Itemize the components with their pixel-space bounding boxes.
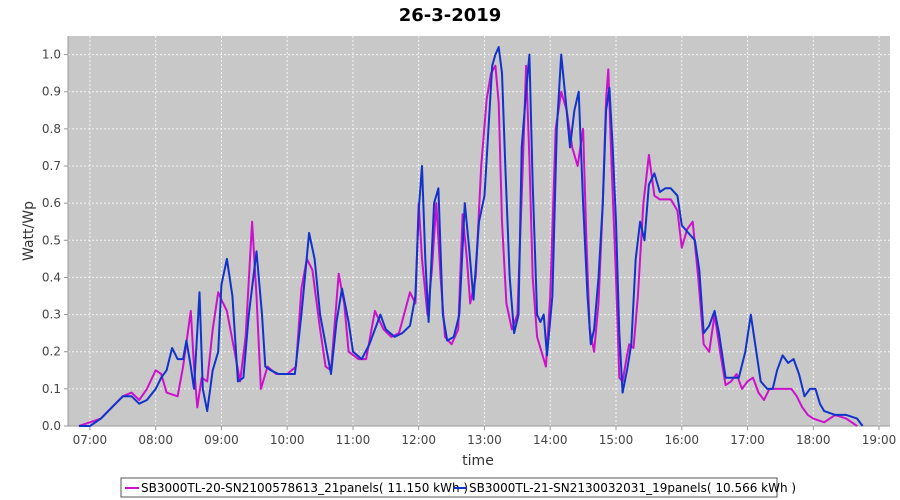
y-tick-label: 0.9	[42, 85, 61, 99]
x-tick-label: 09:00	[204, 433, 239, 447]
x-tick-label: 17:00	[730, 433, 765, 447]
y-tick-label: 0.8	[42, 122, 61, 136]
y-axis-ticks: 0.0 0.1 0.2 0.3 0.4 0.5 0.6 0.7 0.8 0.9 1.0	[42, 48, 68, 433]
y-tick-label: 0.2	[42, 345, 61, 359]
x-tick-label: 18:00	[796, 433, 831, 447]
grid-lines	[68, 36, 890, 427]
legend-label-series-2: SB3000TL-21-SN2130032031_19panels( 10.56…	[469, 481, 796, 495]
x-tick-label: 13:00	[467, 433, 502, 447]
x-tick-label: 12:00	[401, 433, 436, 447]
y-tick-label: 0.4	[42, 270, 61, 284]
axes	[67, 36, 890, 427]
x-tick-label: 15:00	[599, 433, 634, 447]
x-tick-label: 07:00	[73, 433, 108, 447]
legend-label-series-1: SB3000TL-20-SN2100578613_21panels( 11.15…	[141, 481, 468, 495]
chart-title: 26-3-2019	[399, 5, 502, 26]
legend-box	[120, 477, 778, 498]
y-axis-title: Watt/Wp	[21, 201, 37, 261]
y-tick-label: 0.5	[42, 233, 61, 247]
x-tick-label: 11:00	[336, 433, 371, 447]
x-tick-label: 16:00	[664, 433, 699, 447]
x-axis-title: time	[462, 453, 494, 469]
x-tick-label: 14:00	[533, 433, 568, 447]
x-tick-label: 19:00	[862, 433, 897, 447]
y-tick-label: 0.0	[42, 419, 61, 433]
y-tick-label: 1.0	[42, 48, 61, 62]
legend: SB3000TL-20-SN2100578613_21panels( 11.15…	[120, 477, 796, 498]
y-tick-label: 0.3	[42, 308, 61, 322]
series-lines	[78, 46, 864, 427]
x-axis-ticks: 07:00 08:00 09:00 10:00 11:00 12:00 13:00 14:00…	[73, 426, 897, 447]
y-tick-label: 0.7	[42, 159, 61, 173]
x-tick-label: 10:00	[270, 433, 305, 447]
y-tick-label: 0.1	[42, 382, 61, 396]
x-tick-label: 08:00	[138, 433, 173, 447]
series-line-2	[79, 46, 864, 427]
y-tick-label: 0.6	[42, 196, 61, 210]
